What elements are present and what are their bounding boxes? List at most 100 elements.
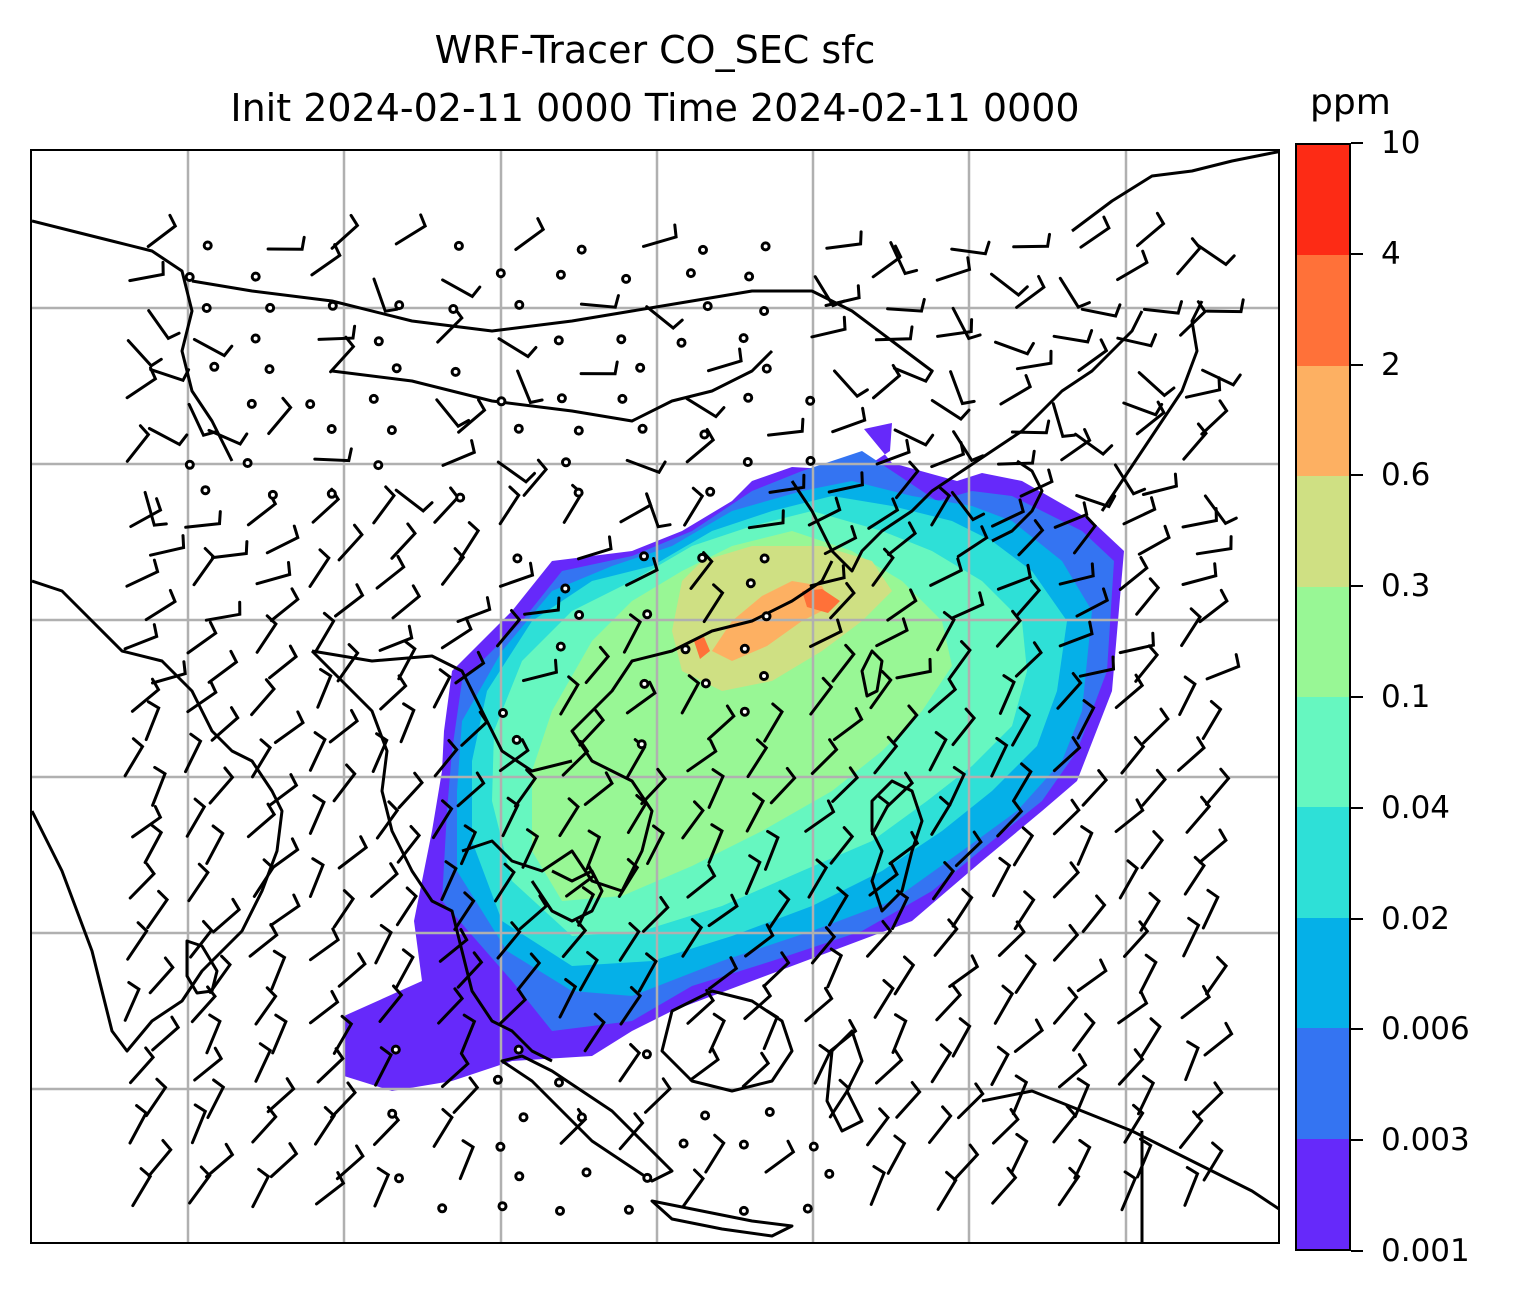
- wind-barb: [255, 561, 292, 586]
- wind-barb: [128, 1104, 149, 1145]
- wind-barb: [889, 241, 919, 276]
- wind-barb: [948, 954, 980, 988]
- wind-barb: [1079, 215, 1111, 249]
- wind-barb: [875, 1048, 904, 1085]
- wind-barb: [1078, 655, 1116, 678]
- calm-wind-circle: [639, 678, 650, 689]
- calm-wind-circle: [697, 552, 708, 563]
- wind-barb: [872, 363, 902, 400]
- wind-barb: [437, 987, 465, 1025]
- wind-barb: [1205, 298, 1245, 314]
- wind-barb: [374, 1046, 393, 1087]
- wind-barb: [1139, 891, 1161, 932]
- wind-barb: [390, 522, 417, 560]
- wind-barb: [1200, 399, 1229, 436]
- calm-wind-circle: [700, 1110, 711, 1121]
- wind-barb: [1135, 577, 1161, 616]
- wind-barb: [337, 835, 369, 870]
- wind-barb: [991, 498, 1025, 528]
- wind-barb: [397, 771, 424, 810]
- wind-barb: [441, 439, 477, 467]
- wind-barb: [372, 277, 399, 313]
- wind-barb: [460, 710, 489, 747]
- wind-barb: [1053, 923, 1080, 962]
- wind-barb: [460, 824, 478, 866]
- calm-wind-circle: [560, 583, 571, 594]
- calm-wind-circle: [636, 739, 647, 750]
- wind-barb: [440, 860, 458, 901]
- wind-barb: [681, 1168, 705, 1208]
- wind-barb: [809, 676, 834, 716]
- calm-wind-circle: [824, 1168, 835, 1179]
- wind-barb: [1012, 762, 1033, 803]
- calm-wind-circle: [576, 244, 587, 255]
- wind-barb: [708, 1012, 726, 1054]
- calm-wind-circle: [738, 1139, 749, 1150]
- wind-barb: [831, 406, 867, 434]
- wind-barb: [618, 1043, 642, 1083]
- calm-wind-circle: [685, 268, 696, 279]
- wind-barb: [251, 1167, 271, 1209]
- wind-barb: [561, 739, 590, 777]
- wind-barb: [886, 1134, 907, 1175]
- wind-barb: [149, 368, 191, 383]
- wind-barb: [391, 584, 422, 620]
- wind-barb: [516, 369, 544, 405]
- wind-barb: [1136, 211, 1166, 248]
- wind-barb: [868, 862, 899, 897]
- wind-barb: [1195, 1081, 1224, 1118]
- wind-barb: [441, 547, 466, 586]
- wind-barb: [871, 244, 903, 279]
- wind-barb: [813, 1043, 832, 1085]
- wind-barb: [147, 309, 181, 341]
- wind-barb: [565, 863, 596, 898]
- wind-barb: [642, 223, 678, 248]
- coastline-taiwan: [860, 649, 884, 698]
- wind-barb: [143, 823, 164, 864]
- wind-barb: [266, 1077, 296, 1114]
- wind-barb: [928, 731, 948, 772]
- wind-barb: [895, 460, 920, 500]
- calm-wind-circle: [394, 1173, 404, 1184]
- wind-barb: [873, 979, 895, 1019]
- calm-wind-circle: [581, 1167, 592, 1178]
- colorbar-tick-label: 0.3: [1381, 568, 1431, 605]
- wind-barb: [1178, 675, 1197, 716]
- wind-barb: [928, 1105, 953, 1144]
- wind-barb: [1017, 519, 1045, 557]
- wind-barb: [578, 951, 599, 992]
- wind-barb: [187, 402, 217, 437]
- wind-barb: [997, 920, 1026, 957]
- wind-barb: [707, 768, 725, 809]
- wind-barb: [810, 315, 847, 339]
- wind-barb: [895, 1081, 922, 1119]
- wind-barb: [207, 649, 239, 684]
- calm-wind-circle: [513, 423, 524, 434]
- wind-barb: [995, 609, 1022, 648]
- wind-barb: [741, 1051, 771, 1088]
- wind-barb: [1114, 798, 1145, 833]
- wind-barb: [990, 1045, 1010, 1086]
- wind-barb: [1011, 1074, 1029, 1116]
- wind-barb: [251, 738, 273, 779]
- wind-barb: [271, 1013, 288, 1055]
- colorbar-tick: [1351, 806, 1363, 809]
- wind-barb: [950, 491, 986, 522]
- calm-wind-circle: [616, 334, 627, 345]
- wind-barb: [144, 700, 161, 742]
- map-title-line1: WRF-Tracer CO_SEC sfc: [434, 28, 876, 72]
- wind-barb: [1116, 333, 1158, 348]
- wind-barb: [827, 471, 864, 494]
- wind-barb: [314, 611, 336, 652]
- wind-barb: [617, 858, 640, 898]
- wind-barb: [187, 862, 210, 903]
- wind-barb: [269, 893, 301, 927]
- colorbar-tick-label: 4: [1381, 235, 1401, 272]
- calm-wind-circle: [512, 553, 523, 564]
- wind-barb: [936, 1170, 958, 1211]
- calm-wind-circle: [513, 1044, 524, 1055]
- wind-barb: [251, 1105, 278, 1144]
- wind-barb: [833, 369, 869, 399]
- wind-barb: [255, 614, 278, 654]
- wind-barb: [266, 235, 306, 251]
